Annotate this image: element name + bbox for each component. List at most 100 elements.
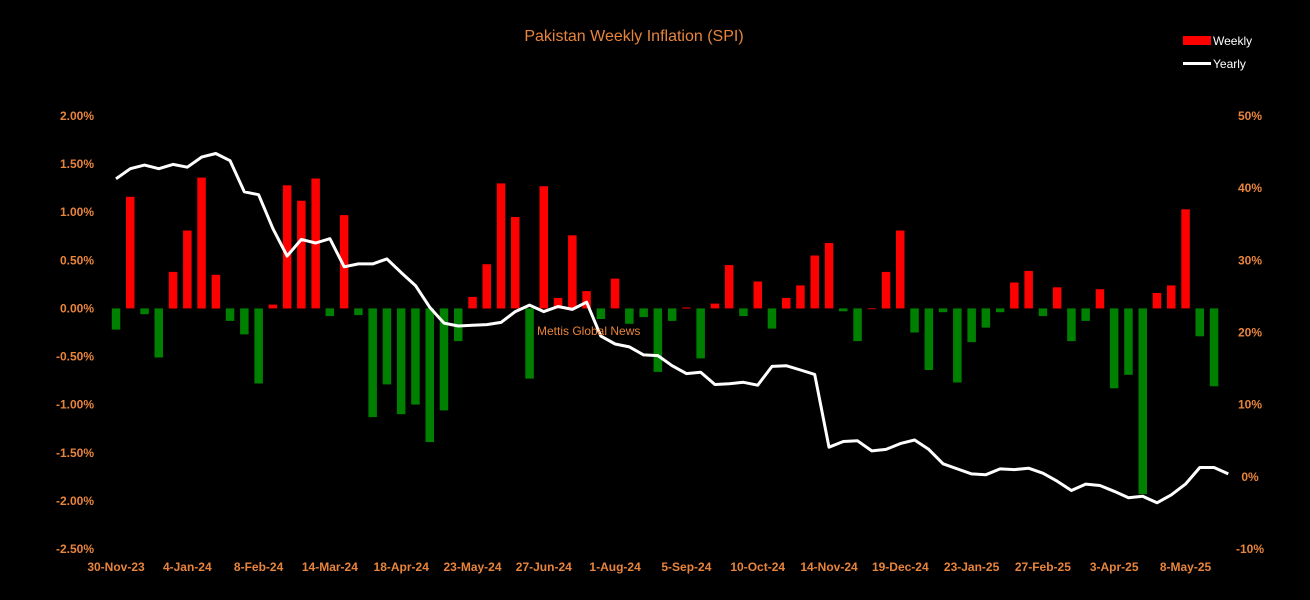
weekly-bar: [782, 297, 791, 309]
weekly-bar: [867, 308, 876, 310]
weekly-bar: [653, 308, 663, 372]
weekly-bar: [596, 308, 606, 319]
weekly-bar: [368, 308, 377, 418]
weekly-bar: [853, 308, 862, 342]
weekly-bar: [667, 308, 677, 321]
weekly-bar: [839, 308, 848, 312]
weekly-bar: [1010, 282, 1019, 309]
weekly-bar: [824, 243, 834, 309]
x-tick-label: 8-May-25: [1160, 560, 1212, 574]
right-tick-label: 40%: [1238, 181, 1262, 195]
weekly-bar: [953, 308, 962, 383]
weekly-bar: [496, 183, 506, 309]
weekly-bar: [553, 297, 563, 309]
weekly-bar: [938, 308, 948, 313]
weekly-bar: [197, 177, 206, 309]
x-tick-label: 4-Jan-24: [163, 560, 212, 574]
x-tick-label: 3-Apr-25: [1090, 560, 1139, 574]
weekly-bar: [126, 196, 135, 309]
left-axis-ticks: 2.00% 1.50% 1.00% 0.50% 0.00% -0.50% -1.00% -1.…: [56, 109, 94, 556]
weekly-bar: [211, 274, 221, 309]
weekly-bar: [1167, 285, 1176, 309]
weekly-bar: [411, 308, 420, 405]
left-tick-label: 1.00%: [60, 205, 94, 219]
x-tick-label: 27-Feb-25: [1015, 560, 1071, 574]
weekly-bar: [1124, 308, 1133, 375]
weekly-bars: [111, 177, 1219, 495]
legend-swatch-weekly: [1183, 36, 1211, 45]
left-tick-label: -0.50%: [56, 350, 94, 364]
weekly-bar: [111, 308, 121, 330]
weekly-bar: [881, 271, 891, 309]
left-tick-label: -1.50%: [56, 446, 94, 460]
weekly-bar: [810, 255, 819, 309]
x-tick-label: 19-Dec-24: [872, 560, 929, 574]
weekly-bar: [268, 304, 278, 309]
x-tick-label: 27-Jun-24: [516, 560, 572, 574]
legend-item-yearly: Yearly: [1183, 52, 1252, 75]
left-tick-label: 2.00%: [60, 109, 94, 123]
weekly-bar: [1195, 308, 1204, 337]
x-tick-label: 5-Sep-24: [661, 560, 711, 574]
legend-swatch-yearly: [1183, 62, 1211, 65]
weekly-bar: [739, 308, 748, 317]
weekly-bar: [1209, 308, 1219, 387]
weekly-bar: [511, 217, 520, 309]
right-tick-label: 0%: [1241, 470, 1259, 484]
weekly-bar: [753, 281, 762, 309]
right-tick-label: 10%: [1238, 398, 1262, 412]
weekly-bar: [282, 185, 292, 309]
weekly-bar: [382, 308, 392, 385]
weekly-bar: [1081, 308, 1090, 321]
right-tick-label: 30%: [1238, 253, 1262, 267]
weekly-bar: [896, 230, 905, 309]
weekly-bar: [183, 230, 192, 309]
legend-label-yearly: Yearly: [1213, 56, 1246, 71]
right-tick-label: 50%: [1238, 109, 1262, 123]
weekly-bar: [396, 308, 406, 415]
weekly-bar: [225, 308, 235, 321]
x-tick-label: 30-Nov-23: [87, 560, 145, 574]
x-tick-label: 8-Feb-24: [234, 560, 284, 574]
weekly-bar: [1109, 308, 1119, 389]
weekly-bar: [924, 308, 934, 370]
weekly-bar: [154, 308, 163, 358]
weekly-bar: [582, 291, 591, 309]
chart-title: Pakistan Weekly Inflation (SPI): [524, 28, 744, 45]
weekly-bar: [1181, 209, 1190, 309]
yearly-line-group: [115, 152, 1229, 505]
right-tick-label: -10%: [1236, 542, 1264, 556]
weekly-bar: [240, 308, 249, 335]
watermark-text: Mettis Global News: [537, 324, 641, 338]
legend-label-weekly: Weekly: [1213, 33, 1253, 48]
weekly-bar: [1052, 287, 1062, 309]
legend: Weekly Yearly: [1183, 29, 1252, 75]
x-tick-label: 10-Oct-24: [730, 560, 785, 574]
left-tick-label: 0.00%: [60, 301, 94, 315]
weekly-bar: [610, 278, 620, 309]
legend-item-weekly: Weekly: [1183, 29, 1252, 52]
weekly-bar: [140, 308, 149, 315]
right-axis-ticks: 50% 40% 30% 20% 10% 0% -10%: [1236, 109, 1264, 556]
weekly-bar: [625, 308, 634, 324]
weekly-bar: [910, 308, 919, 333]
weekly-bar: [1138, 308, 1147, 495]
left-tick-label: 1.50%: [60, 157, 94, 171]
weekly-bar: [682, 307, 691, 309]
weekly-bar: [482, 264, 491, 309]
weekly-bar: [995, 308, 1005, 313]
weekly-bar: [568, 235, 577, 309]
weekly-bar: [254, 308, 263, 384]
x-tick-label: 23-May-24: [443, 560, 501, 574]
weekly-bar: [425, 308, 434, 443]
weekly-bar: [981, 308, 991, 328]
weekly-bar: [1067, 308, 1076, 342]
x-tick-label: 1-Aug-24: [589, 560, 641, 574]
weekly-bar: [724, 265, 734, 309]
weekly-bar: [1152, 293, 1162, 309]
x-tick-label: 23-Jan-25: [944, 560, 1000, 574]
left-tick-label: -1.00%: [56, 398, 94, 412]
x-tick-label: 14-Mar-24: [302, 560, 358, 574]
weekly-bar: [639, 308, 648, 318]
